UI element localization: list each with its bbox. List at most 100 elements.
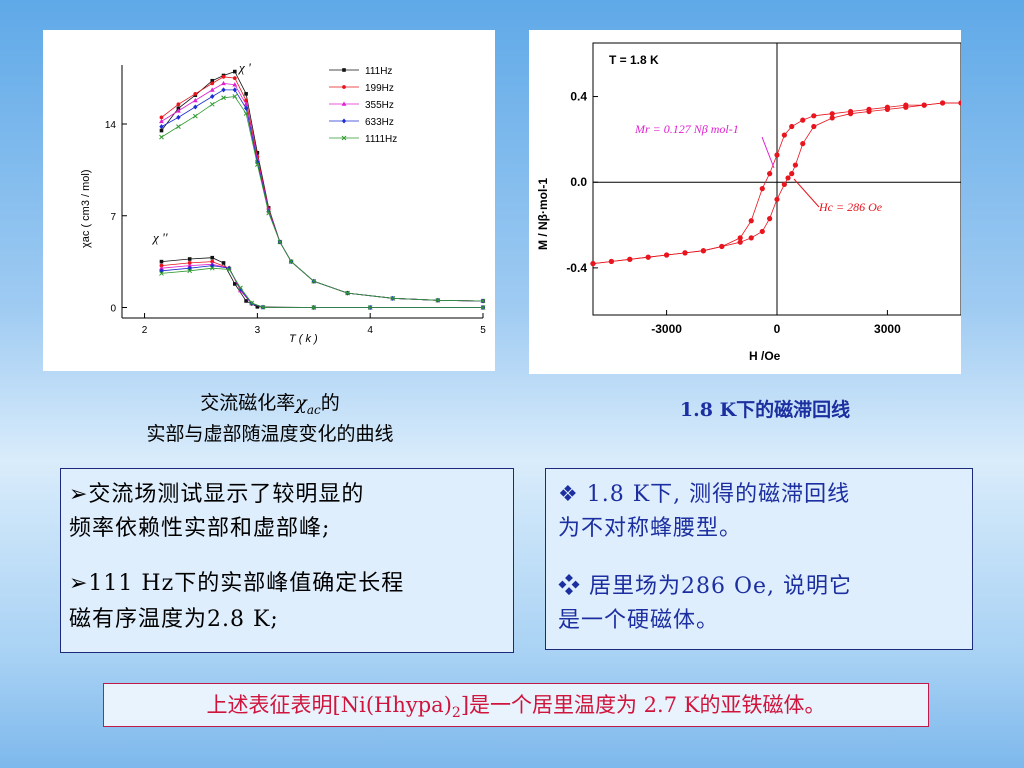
right-series-descending-point <box>590 260 596 267</box>
right-series-descending-point <box>645 254 651 260</box>
left-series-real-line <box>161 89 484 302</box>
hysteresis-chart: -3000 0 3000 -0.4 0.0 0.4 T = 1.8 K H /Oe M /… <box>536 42 964 363</box>
left-summary-box: ➢交流场测试显示了较明显的 频率依赖性实部和虚部峰; ➢111 Hz下的实部峰值… <box>60 468 514 653</box>
left-series-imag-point <box>159 265 164 270</box>
left-series-real-point <box>277 239 283 245</box>
right-series-descending-point <box>737 235 743 241</box>
left-series-real-line <box>161 96 484 302</box>
right-y-tick-label: 0.0 <box>570 175 587 189</box>
right-series-ascending-point <box>737 239 743 245</box>
ac-susceptibility-chart-panel: 2 3 4 5 0 7 14 111Hz 199Hz 355Hz 633Hz 1111Hz χ ' … <box>43 30 495 371</box>
left-caption-line2: 实部与虚部随温度变化的曲线 <box>146 422 394 445</box>
left-series-imag-point <box>244 299 248 303</box>
left-y-tick-label: 14 <box>105 120 117 131</box>
right-series-descending-point <box>700 248 706 254</box>
left-bullet-2-line-1: ➢111 Hz下的实部峰值确定长程 <box>69 571 405 596</box>
left-series-real-point <box>159 115 164 120</box>
right-bullet-2-line-1: ❖ 居里场为286 Oe, 说明它 <box>558 574 853 599</box>
right-chart-title: T = 1.8 K <box>609 53 659 67</box>
left-series-imag-point <box>210 255 215 260</box>
right-series-ascending-point <box>811 123 817 130</box>
left-series-real-point <box>221 95 226 101</box>
left-series-real-point <box>288 259 294 264</box>
left-x-tick-label: 2 <box>142 325 148 336</box>
left-caption-line1-post: 的 <box>320 392 340 414</box>
left-x-tick-label: 4 <box>367 325 373 336</box>
left-caption-symbol: χ <box>295 392 307 414</box>
left-series-real-point <box>232 82 238 87</box>
right-series-descending-point <box>682 250 688 256</box>
left-series-real-point <box>159 118 164 124</box>
left-series-real-point <box>233 69 237 74</box>
left-series-real-point <box>244 98 248 103</box>
left-series-real-point <box>243 105 249 111</box>
right-summary-box: ❖ 1.8 K下, 测得的磁滞回线 为不对称蜂腰型。 ❖ 居里场为286 Oe,… <box>545 468 973 650</box>
legend-marker <box>341 118 347 124</box>
right-x-tick-label: 0 <box>774 322 781 336</box>
right-series-ascending-point <box>785 175 791 181</box>
right-series-descending-point <box>921 102 927 108</box>
left-bullet-1-line-2: 频率依赖性实部和虚部峰; <box>69 516 331 541</box>
right-series-descending-point <box>848 108 854 115</box>
left-series-imag-point <box>187 261 192 265</box>
left-y-axis-label: χac ( cm3 / mol) <box>80 169 92 248</box>
left-series-real-point <box>390 295 396 301</box>
legend-label: 199Hz <box>365 83 394 94</box>
coercive-field-pointer <box>793 178 820 208</box>
left-series-real-point <box>221 80 226 86</box>
right-series-ascending-point <box>789 171 795 177</box>
left-series-real-point <box>435 297 441 303</box>
left-series-real-point <box>221 74 226 79</box>
left-series-real-point <box>159 128 164 133</box>
left-series-real-point <box>159 134 164 140</box>
left-series-imag-point <box>187 265 192 271</box>
remanence-pointer <box>761 136 775 169</box>
left-series-real-point <box>345 290 350 296</box>
left-series-imag-point <box>187 257 192 261</box>
hysteresis-chart-panel: -3000 0 3000 -0.4 0.0 0.4 T = 1.8 K H /Oe M /… <box>529 30 964 374</box>
right-series-descending-point <box>940 100 946 106</box>
conclusion-subscript: 2 <box>451 705 461 722</box>
left-series-real-point <box>192 97 198 103</box>
right-series-ascending-point <box>781 181 787 187</box>
left-series-real-point <box>210 81 215 86</box>
left-series-real-point <box>255 151 260 155</box>
right-series-descending-point <box>884 104 890 110</box>
legend-label: 111Hz <box>365 66 392 77</box>
left-series-real-point <box>232 87 238 93</box>
right-series-descending-point <box>800 117 806 123</box>
left-caption-subscript: ac <box>306 402 321 417</box>
conclusion-post: ]是一个居里温度为 2.7 K的亚铁磁体。 <box>460 693 826 717</box>
left-series-imag-point <box>221 261 226 265</box>
legend-label: 633Hz <box>365 117 394 128</box>
left-series-imag-line <box>161 263 483 308</box>
right-x-tick-label: 3000 <box>874 322 901 336</box>
left-series-imag-point <box>480 305 486 310</box>
left-series-imag-point <box>226 265 232 271</box>
left-series-real-point <box>255 162 260 167</box>
left-series-real-point <box>209 87 215 92</box>
left-series-real-point <box>193 91 198 96</box>
chi-imag-label: χ '' <box>151 230 168 245</box>
left-series-imag-point <box>367 305 373 310</box>
right-caption: 1.8 K下的磁滞回线 <box>679 399 851 421</box>
right-series-descending-point <box>903 102 909 108</box>
left-series-imag-point <box>226 267 232 272</box>
remanence-annotation: Mr = 0.127 Nβ mol-1 <box>634 122 739 136</box>
right-series-ascending-point <box>829 115 835 121</box>
left-series-imag-point <box>210 259 215 264</box>
left-series-real-point <box>480 298 486 304</box>
left-series-real-point <box>266 210 272 216</box>
left-series-imag-point <box>238 286 243 292</box>
left-series-real-point <box>243 101 249 107</box>
left-bullet-2-line-2: 磁有序温度为2.8 K; <box>69 607 279 632</box>
left-series-real-point <box>176 102 181 107</box>
legend-marker <box>341 101 347 106</box>
legend-marker <box>341 135 347 141</box>
right-series-descending-point <box>627 256 633 262</box>
right-bullet-1-line-2: 为不对称蜂腰型。 <box>558 516 743 541</box>
right-series-descending-point <box>829 111 835 117</box>
left-series-real-point <box>193 104 198 110</box>
left-caption-line1-pre: 交流磁化率 <box>200 392 296 414</box>
